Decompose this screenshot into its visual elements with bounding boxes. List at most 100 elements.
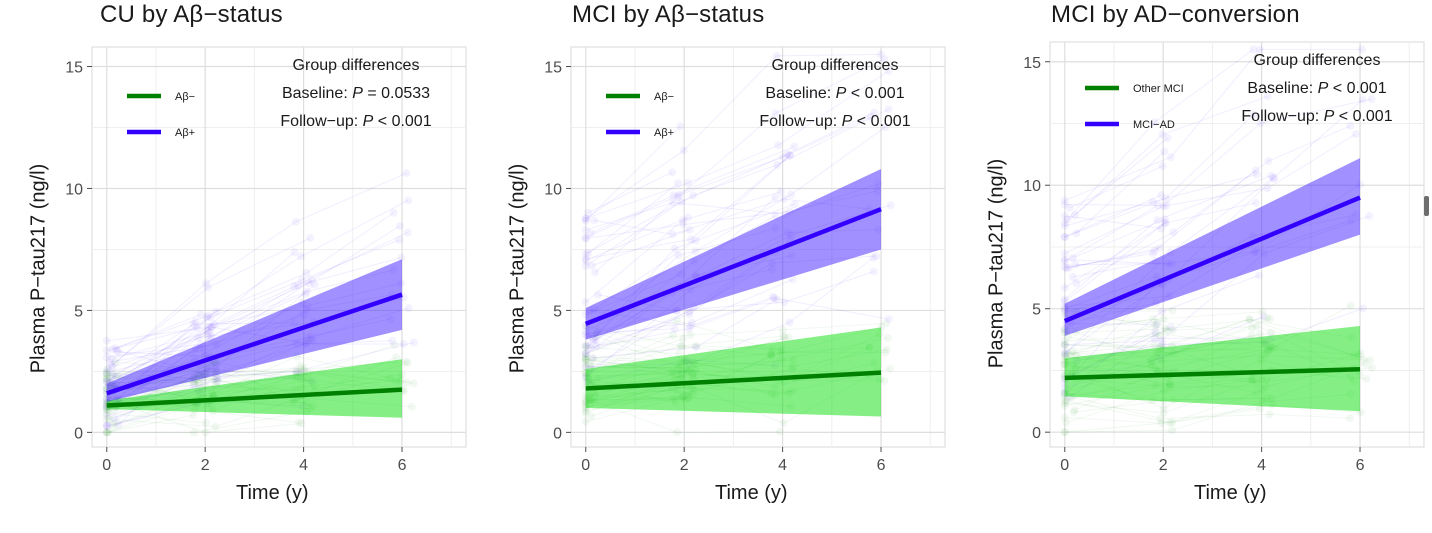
observation-point [586, 363, 595, 372]
observation-point [785, 318, 794, 327]
observation-point [1365, 212, 1374, 221]
trajectory-line [585, 70, 889, 219]
observation-point [1060, 257, 1069, 266]
observation-point [676, 358, 685, 367]
trajectory-line [106, 388, 300, 423]
observation-point [194, 378, 203, 387]
trajectory-line [1073, 397, 1267, 413]
observation-point [1060, 341, 1069, 350]
observation-point [686, 330, 695, 339]
observation-point [102, 336, 111, 345]
observation-point [1060, 336, 1069, 345]
trajectory-line [593, 396, 791, 407]
observation-point [210, 320, 219, 329]
x-tick-label: 0 [581, 457, 590, 474]
trajectory-line [106, 333, 208, 383]
trajectory-line [589, 395, 684, 404]
observation-point [1346, 390, 1355, 399]
observation-point [102, 411, 111, 420]
trajectory-line [585, 125, 681, 222]
observation-point [1158, 130, 1167, 139]
observation-point [691, 247, 700, 256]
observation-point [1263, 346, 1272, 355]
observation-point [203, 311, 212, 320]
trajectory-line [106, 343, 201, 358]
trajectory-line [585, 333, 880, 382]
observation-point [679, 146, 688, 155]
observation-point [1060, 355, 1069, 364]
observation-point [668, 198, 677, 207]
observation-point [301, 289, 310, 298]
observation-point [1257, 375, 1266, 384]
observation-point [876, 50, 885, 59]
observation-point [1166, 323, 1175, 332]
annotation-heading: Group differences [293, 57, 420, 74]
observation-point [591, 392, 600, 401]
observation-point [671, 398, 680, 407]
observation-point [581, 355, 590, 364]
observation-point [586, 378, 595, 387]
observation-point [581, 371, 590, 380]
trajectory-line [1064, 222, 1166, 289]
observation-point [1247, 375, 1256, 384]
observation-point [1162, 326, 1171, 335]
observation-point [1267, 171, 1276, 180]
observation-point [771, 193, 780, 202]
observation-point [581, 233, 590, 242]
observation-point [590, 216, 599, 225]
trajectory-line [1067, 344, 1362, 381]
observation-point [684, 324, 693, 333]
observation-point [586, 229, 595, 238]
observation-point [1349, 377, 1358, 386]
trajectory-line [1064, 204, 1158, 262]
observation-point [688, 358, 697, 367]
observation-point [581, 417, 590, 426]
observation-point [1072, 279, 1081, 288]
trajectory-line [1066, 49, 1254, 220]
observation-point [786, 190, 795, 199]
fitted-line [1063, 195, 1361, 324]
observation-point [779, 153, 788, 162]
observation-point [674, 349, 683, 358]
observation-point [583, 392, 592, 401]
trajectory-line [587, 370, 673, 379]
chart-plot: 0 2 4 6 0 5 10 15 Aβ− Aβ+ Group differences Baselin… [65, 46, 467, 474]
observation-point [196, 310, 205, 319]
observation-point [102, 368, 111, 377]
observation-point [1064, 263, 1073, 272]
observation-point [307, 377, 316, 386]
observation-point [1266, 342, 1275, 351]
observation-point [1062, 352, 1071, 361]
observation-point [1258, 398, 1267, 407]
observation-point [581, 368, 590, 377]
observation-point [1159, 396, 1168, 405]
observation-point [1266, 315, 1275, 324]
trajectory-line [110, 400, 302, 433]
trajectory-line [1068, 247, 1160, 269]
observation-point [201, 382, 210, 391]
observation-point [102, 365, 111, 374]
observation-point [1367, 95, 1376, 104]
observation-point [676, 342, 685, 351]
annotation-line: Follow−up: P < 0.001 [1241, 108, 1392, 125]
observation-point [581, 396, 590, 405]
observation-point [681, 356, 690, 365]
y-axis-label: Plasma P−tau217 (ng/l) [27, 163, 50, 374]
observation-point [1071, 351, 1080, 360]
observation-point [1245, 315, 1254, 324]
observation-point [593, 374, 602, 383]
observation-point [1269, 174, 1278, 183]
observation-point [108, 421, 117, 430]
trajectory-line [107, 383, 199, 404]
y-tick-label: 5 [1032, 302, 1041, 319]
observation-point [1356, 349, 1365, 358]
x-axis-label: Time (y) [236, 482, 309, 504]
observation-point [1262, 338, 1271, 347]
observation-point [581, 341, 590, 350]
observation-point [1154, 348, 1163, 357]
observation-point [409, 338, 418, 347]
observation-point [1355, 370, 1364, 379]
observation-point [870, 359, 879, 368]
observation-point [1068, 253, 1077, 262]
fitted-line [584, 207, 882, 326]
